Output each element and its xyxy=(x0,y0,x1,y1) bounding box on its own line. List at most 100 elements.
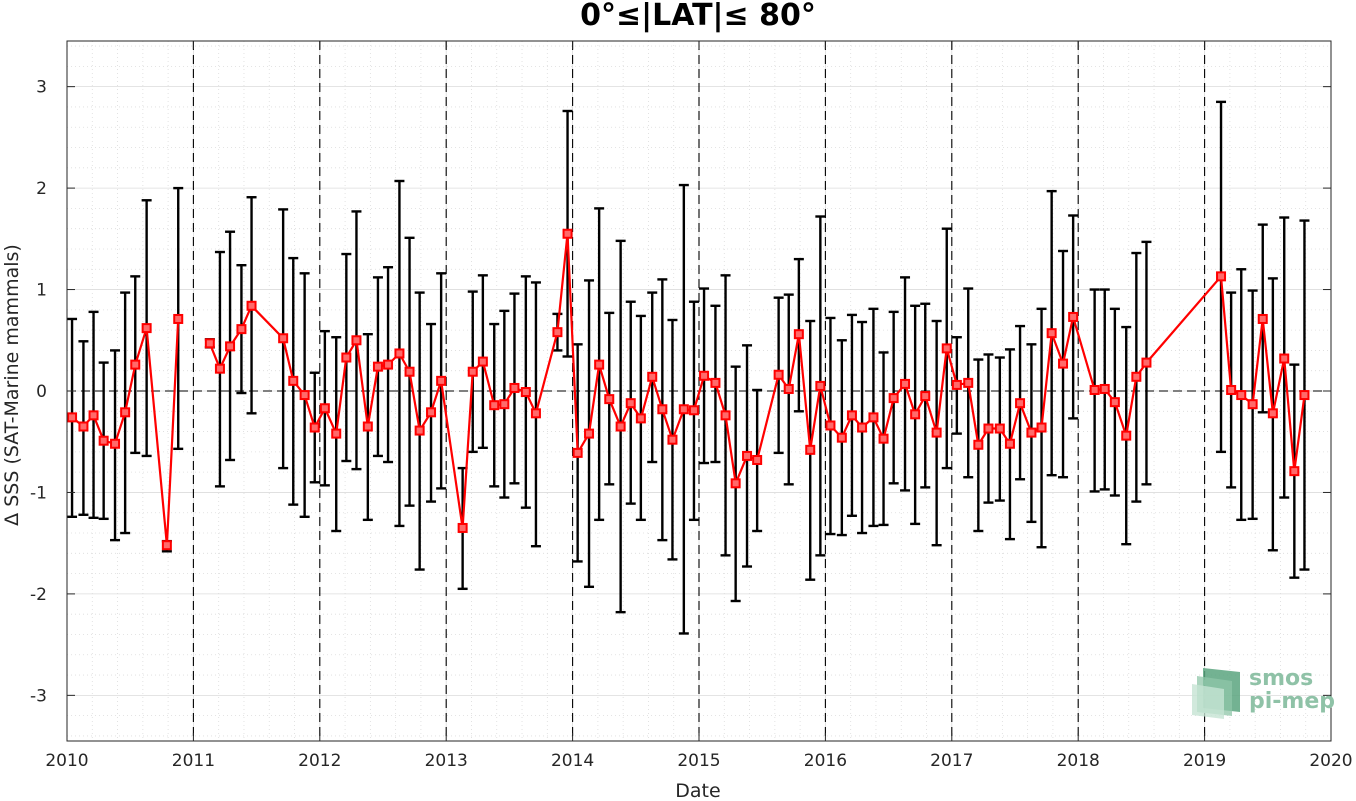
data-point-marker xyxy=(1226,384,1237,395)
x-tick-label: 2015 xyxy=(677,751,720,771)
data-point-marker xyxy=(900,378,911,389)
data-point-marker xyxy=(1267,408,1278,419)
y-tick-label: -3 xyxy=(30,686,47,706)
data-point-marker xyxy=(688,405,699,416)
data-point-marker xyxy=(857,422,868,433)
x-axis-title: Date xyxy=(675,780,720,801)
data-point-marker xyxy=(773,369,784,380)
data-point-marker xyxy=(1089,384,1100,395)
data-point-marker xyxy=(910,409,921,420)
data-point-marker xyxy=(1121,430,1132,441)
data-point-marker xyxy=(752,454,763,465)
data-point-marker xyxy=(973,439,984,450)
data-point-marker xyxy=(457,522,468,533)
data-point-marker xyxy=(931,427,942,438)
data-point-marker xyxy=(351,335,362,346)
data-point-marker xyxy=(509,382,520,393)
data-point-marker xyxy=(1068,311,1079,322)
x-tick-label: 2012 xyxy=(298,751,341,771)
x-tick-label: 2010 xyxy=(45,751,88,771)
data-point-marker xyxy=(414,425,425,436)
data-point-marker xyxy=(805,444,816,455)
data-point-marker xyxy=(584,428,595,439)
data-point-marker xyxy=(67,412,78,423)
x-tick-label: 2016 xyxy=(804,751,847,771)
data-point-marker xyxy=(1279,353,1290,364)
data-point-marker xyxy=(825,420,836,431)
data-point-marker xyxy=(572,447,583,458)
y-axis-title: Δ SSS (SAT-Marine mammals) xyxy=(1,244,23,526)
marker-layer xyxy=(67,228,1310,551)
data-point-marker xyxy=(836,432,847,443)
data-point-marker xyxy=(963,377,974,388)
y-tick-label: 2 xyxy=(36,179,47,199)
data-point-marker xyxy=(1299,390,1310,401)
data-point-marker xyxy=(1015,398,1026,409)
data-point-marker xyxy=(331,428,342,439)
data-point-marker xyxy=(246,300,257,311)
data-point-marker xyxy=(1036,422,1047,433)
data-point-marker xyxy=(489,400,500,411)
data-point-marker xyxy=(994,423,1005,434)
logo-text-bottom: pi-mep xyxy=(1249,689,1335,714)
data-point-marker xyxy=(204,338,215,349)
data-point-marker xyxy=(225,341,236,352)
data-point-marker xyxy=(214,363,225,374)
data-point-marker xyxy=(983,423,994,434)
data-point-marker xyxy=(499,399,510,410)
data-point-marker xyxy=(941,343,952,354)
data-point-marker xyxy=(1109,397,1120,408)
data-point-marker xyxy=(467,366,478,377)
data-point-marker xyxy=(130,359,141,370)
data-point-marker xyxy=(426,407,437,418)
data-point-marker xyxy=(920,391,931,402)
data-point-marker xyxy=(120,407,131,418)
data-point-marker xyxy=(678,404,689,415)
logo-text-top: smos xyxy=(1249,666,1313,691)
data-point-marker xyxy=(615,421,626,432)
data-point-marker xyxy=(288,375,299,386)
data-point-marker xyxy=(98,435,109,446)
y-tick-label: 1 xyxy=(36,281,47,301)
tick-label-layer: 2010 2011 2012 2013 2014 2015 2016 2017 2018 2019… xyxy=(30,78,1353,771)
x-tick-label: 2018 xyxy=(1057,751,1100,771)
data-point-marker xyxy=(742,450,753,461)
data-point-marker xyxy=(88,410,99,421)
data-point-marker xyxy=(635,413,646,424)
data-point-marker xyxy=(141,323,152,334)
data-point-marker xyxy=(1058,358,1069,369)
y-tick-label: -1 xyxy=(30,483,47,503)
data-point-marker xyxy=(520,387,531,398)
data-point-marker xyxy=(667,434,678,445)
data-point-marker xyxy=(888,393,899,404)
data-point-marker xyxy=(372,361,383,372)
data-point-marker xyxy=(552,327,563,338)
data-point-marker xyxy=(793,329,804,340)
data-point-marker xyxy=(383,359,394,370)
data-point-marker xyxy=(1141,357,1152,368)
x-tick-label: 2014 xyxy=(551,751,594,771)
y-tick-label: 3 xyxy=(36,78,47,98)
x-tick-label: 2013 xyxy=(425,751,468,771)
data-point-marker xyxy=(278,333,289,344)
x-tick-label: 2020 xyxy=(1309,751,1352,771)
data-point-marker xyxy=(625,398,636,409)
y-tick-label: -2 xyxy=(30,585,47,605)
data-point-marker xyxy=(341,352,352,363)
data-point-marker xyxy=(1026,427,1037,438)
data-point-marker xyxy=(1046,328,1057,339)
data-point-marker xyxy=(730,478,741,489)
data-point-marker xyxy=(1131,371,1142,382)
data-point-marker xyxy=(1099,383,1110,394)
x-tick-label: 2011 xyxy=(172,751,215,771)
data-point-marker xyxy=(951,379,962,390)
data-point-marker xyxy=(404,366,415,377)
data-point-marker xyxy=(594,359,605,370)
data-point-marker xyxy=(710,377,721,388)
data-point-marker xyxy=(878,433,889,444)
y-tick-label: 0 xyxy=(36,382,47,402)
data-point-marker xyxy=(299,390,310,401)
data-point-marker xyxy=(846,410,857,421)
data-point-marker xyxy=(699,370,710,381)
